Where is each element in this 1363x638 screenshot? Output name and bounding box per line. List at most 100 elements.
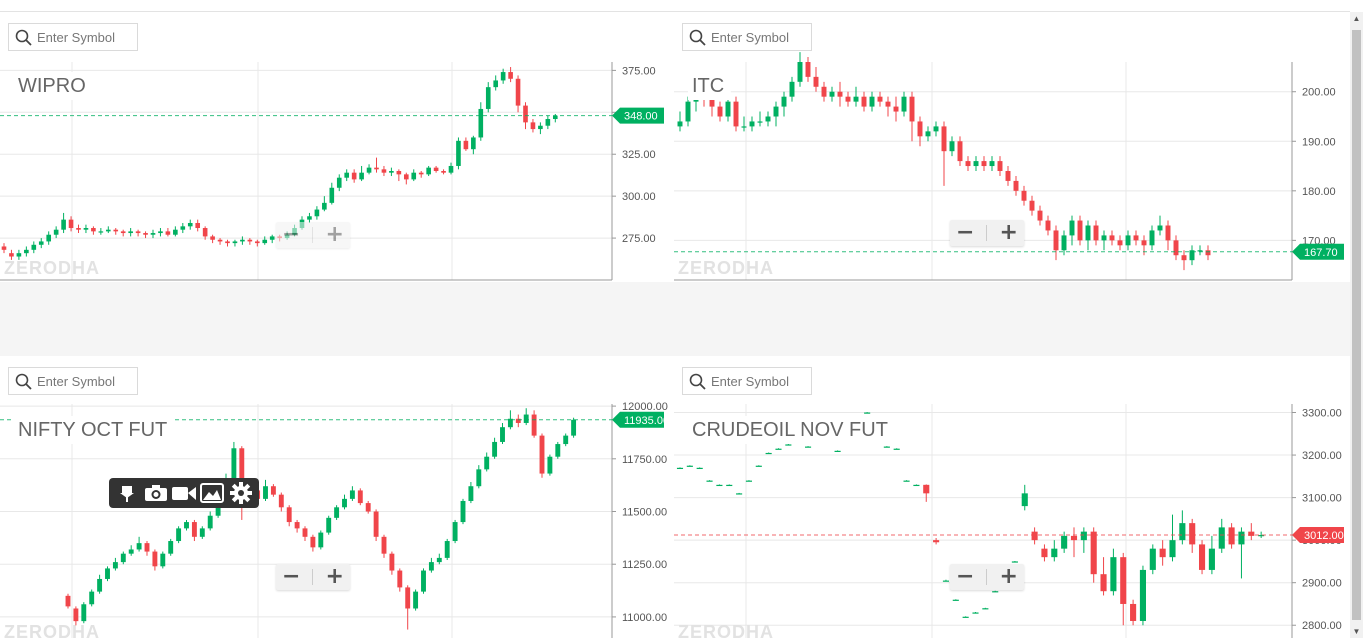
gear-icon[interactable] (228, 481, 254, 505)
candle-body (91, 228, 96, 232)
search-input[interactable] (37, 29, 132, 45)
candle-body (135, 231, 141, 234)
candle-body (1045, 220, 1051, 231)
candle-body (1053, 230, 1059, 251)
image-icon[interactable] (199, 481, 225, 505)
candle-body (269, 236, 275, 240)
candle-body (448, 165, 454, 173)
candle-body (965, 161, 971, 167)
candle-body (105, 568, 110, 579)
last-price-tag (1292, 243, 1344, 260)
chart-panel-nifty[interactable]: 12000.00 11750.00 11500.00 11250.00 11000.00… (0, 356, 672, 638)
candle-body (1101, 235, 1107, 241)
search-input[interactable] (711, 373, 806, 389)
candle-body (507, 418, 513, 428)
search-input[interactable] (37, 373, 132, 389)
y-tick-label: 325.00 (622, 149, 656, 161)
y-tick-label: 375.00 (622, 65, 656, 77)
candle-body (789, 81, 795, 97)
candle-body (1169, 540, 1176, 558)
zoom-separator (312, 227, 314, 243)
scroll-down-arrow-icon[interactable]: ▼ (1352, 627, 1361, 636)
candle-body (538, 125, 543, 130)
candlestick-chart[interactable]: 375.00350.00325.00300.00275.001Aug14Sep1… (0, 12, 672, 282)
zoom-out-button[interactable]: − (956, 564, 975, 589)
candle-body (1085, 225, 1091, 241)
candlestick-chart[interactable]: 12000.00 11750.00 11500.00 11250.00 11000.00… (0, 356, 672, 638)
candle-body (1061, 235, 1067, 251)
chart-panel-itc[interactable]: 200.00190.00180.00170.001Aug14Sep14Oct14… (674, 12, 1350, 282)
watermark-text: ZERODHA (4, 258, 100, 278)
zoom-in-button[interactable]: + (999, 564, 1018, 589)
candle-body (318, 532, 324, 548)
symbol-search-box[interactable] (682, 367, 812, 395)
last-price-label: 348.00 (624, 111, 658, 123)
symbol-search-box[interactable] (8, 23, 138, 51)
zoom-in-button[interactable]: + (325, 564, 344, 589)
last-price-label: 3012.00 (1304, 530, 1344, 542)
chart-title: WIPRO (18, 75, 86, 97)
candle-body (476, 469, 482, 487)
candlestick-chart[interactable]: 3300.003200.003100.003000.002900.002800.… (674, 356, 1350, 638)
pin-icon[interactable] (114, 481, 140, 505)
candle-body (941, 126, 947, 152)
page-scrollbar[interactable]: ▲ ▼ (1350, 12, 1363, 638)
zoom-out-button[interactable]: − (956, 220, 975, 245)
candle-body (552, 115, 558, 120)
candle-body (143, 233, 148, 235)
candle-body (726, 484, 733, 487)
candle-body (1208, 548, 1215, 570)
zoom-separator (986, 225, 988, 241)
candle-body (973, 161, 979, 167)
candle-body (925, 131, 931, 137)
scroll-up-arrow-icon[interactable]: ▲ (1352, 14, 1361, 23)
candlestick-chart[interactable]: 200.00190.00180.00170.001Aug14Sep14Oct14… (674, 12, 1350, 282)
candle-body (539, 435, 545, 474)
camera-icon[interactable] (143, 481, 169, 505)
candle-body (913, 484, 920, 487)
chart-panel-crudeoil[interactable]: 3300.003200.003100.003000.002900.002800.… (674, 356, 1350, 638)
zoom-out-button[interactable]: − (282, 564, 301, 589)
candle-body (492, 441, 498, 457)
symbol-search-box[interactable] (8, 367, 138, 395)
candle-body (1248, 531, 1255, 536)
watermark-text: ZERODHA (4, 622, 100, 638)
candle-body (1029, 200, 1035, 211)
candle-body (508, 72, 513, 79)
candle-body (436, 557, 442, 563)
candle-body (781, 96, 787, 107)
candle-body (1005, 171, 1011, 181)
candle-body (421, 570, 426, 592)
candle-body (1238, 531, 1245, 545)
y-tick-label: 12000.00 (622, 401, 668, 413)
scrollbar-thumb[interactable] (1352, 30, 1361, 620)
candle-body (441, 171, 446, 173)
zoom-in-button[interactable]: + (325, 222, 344, 247)
candle-body (861, 96, 867, 107)
candle-body (885, 101, 891, 107)
candle-body (1159, 548, 1166, 558)
candle-body (717, 106, 723, 117)
candle-body (736, 493, 743, 495)
search-input[interactable] (711, 29, 806, 45)
candle-body (500, 72, 506, 81)
zoom-controls: − + (950, 564, 1024, 590)
symbol-search-box[interactable] (682, 23, 812, 51)
candle-body (733, 101, 739, 127)
candle-body (749, 121, 755, 127)
candle-body (418, 172, 424, 175)
zoom-controls: − + (276, 222, 350, 248)
candle-body (232, 241, 238, 244)
candle-body (1139, 569, 1147, 621)
candle-body (1198, 544, 1206, 570)
candle-body (65, 595, 71, 607)
zoom-in-button[interactable]: + (999, 220, 1018, 245)
chart-panel-wipro[interactable]: 375.00350.00325.00300.00275.001Aug14Sep1… (0, 12, 672, 282)
candle-body (1173, 240, 1179, 256)
candle-body (24, 249, 29, 254)
candle-body (909, 96, 915, 122)
y-tick-label: 2900.00 (1302, 578, 1342, 590)
panel-gap (0, 282, 1350, 356)
video-icon[interactable] (171, 481, 197, 505)
zoom-out-button[interactable]: − (282, 222, 301, 247)
